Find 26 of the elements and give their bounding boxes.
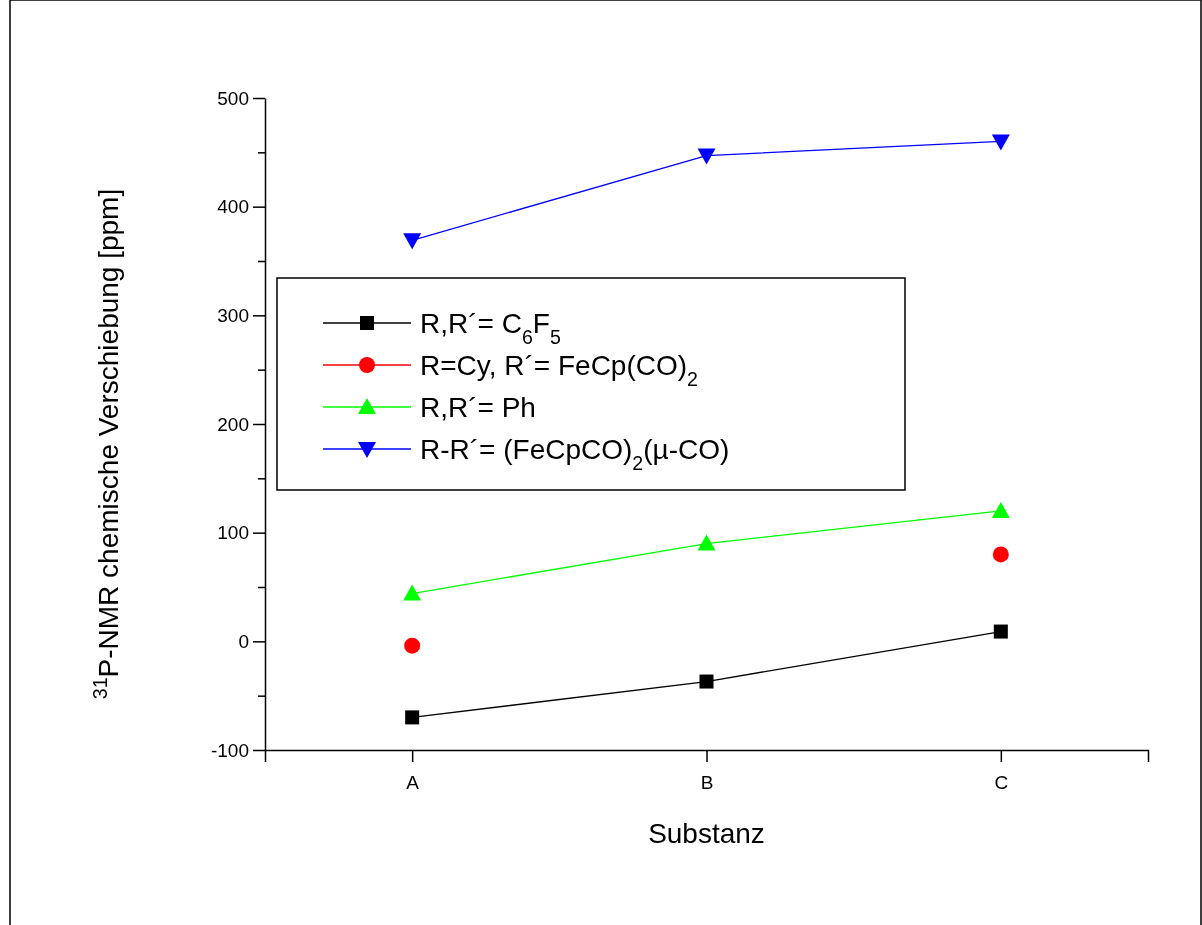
point bbox=[697, 534, 716, 551]
x-tick-label: C bbox=[994, 772, 1009, 794]
point bbox=[991, 134, 1010, 151]
point bbox=[992, 546, 1009, 563]
legend-label: R,R´= Ph bbox=[420, 391, 536, 423]
x-axis-title: Substanz bbox=[648, 818, 765, 849]
legend-label: R,R´= C$_{6}$F$_{5}$ bbox=[420, 307, 561, 348]
x-tick-label: B bbox=[700, 772, 714, 794]
point bbox=[699, 674, 714, 689]
legend-label: R-R´= (FeCpCO)$_{2}$(µ-CO) bbox=[420, 433, 730, 474]
y-tick-label: 0 bbox=[238, 630, 249, 652]
y-tick-label: -100 bbox=[210, 739, 249, 761]
x-tick-label: A bbox=[406, 772, 420, 794]
point bbox=[403, 233, 422, 250]
y-tick-label: 100 bbox=[217, 522, 249, 544]
y-tick-label: 300 bbox=[217, 304, 249, 326]
y-tick-label: 400 bbox=[217, 196, 249, 218]
point bbox=[403, 584, 422, 601]
point bbox=[404, 637, 421, 654]
y-tick-label: 200 bbox=[217, 413, 249, 435]
point bbox=[697, 148, 716, 165]
point bbox=[993, 624, 1008, 639]
legend-label: R=Cy, R´= FeCp(CO)$_{2}$ bbox=[420, 349, 698, 390]
point bbox=[405, 710, 420, 725]
y-tick-label: 500 bbox=[217, 87, 249, 109]
point bbox=[991, 501, 1010, 518]
